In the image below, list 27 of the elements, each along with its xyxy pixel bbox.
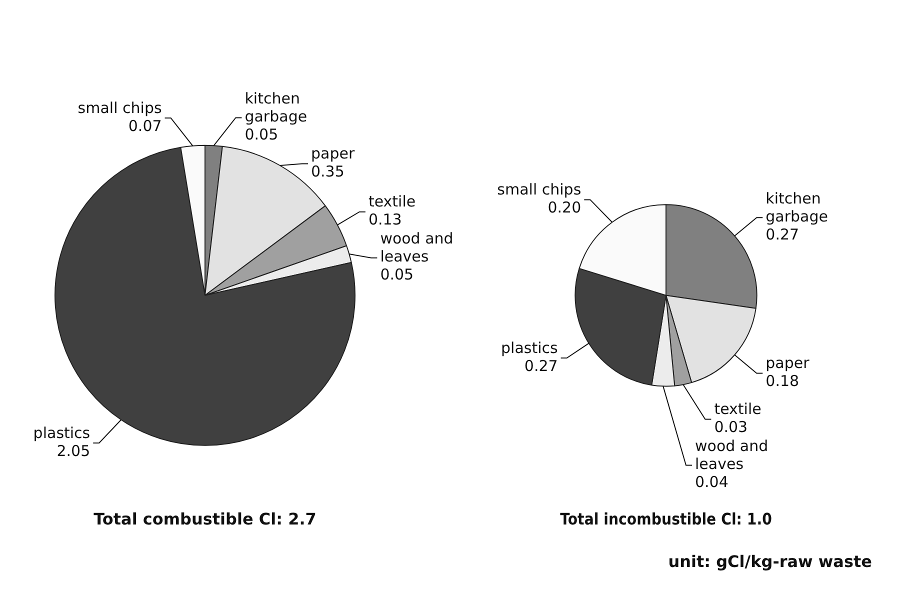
text: Total combustible Cl: 2.7 — [94, 510, 316, 529]
data-label: 0.20 — [548, 198, 582, 217]
data-label: 0.18 — [766, 372, 800, 390]
slice-label: wood and leaves — [380, 230, 454, 266]
slice-label: small chips — [78, 98, 162, 117]
data-label: 0.04 — [695, 473, 728, 492]
data-label: 0.05 — [380, 266, 414, 284]
slice-label: small chips — [497, 180, 582, 199]
text: Total incombustible Cl: 1.0 — [560, 510, 772, 529]
slice-label: plastics — [501, 338, 558, 357]
slice-label: plastics — [33, 424, 90, 442]
data-label: 0.27 — [766, 225, 800, 244]
data-label: 0.35 — [311, 162, 344, 181]
data-label: 0.27 — [524, 356, 558, 375]
text: unit: gCl/kg-raw waste — [667, 552, 873, 571]
data-label: 0.03 — [714, 418, 748, 436]
slice-label: paper — [311, 144, 356, 163]
data-label: 0.05 — [244, 126, 278, 144]
slice-label: paper — [766, 354, 810, 372]
slice-label: kitchen garbage — [244, 90, 308, 126]
slice-label: kitchen garbage — [766, 189, 828, 226]
slice-label: textile — [714, 400, 762, 418]
data-label: 0.13 — [368, 210, 402, 229]
slice-label: wood and leaves — [695, 437, 768, 474]
data-label: 2.05 — [56, 442, 90, 460]
slice-label: textile — [368, 192, 416, 211]
data-label: 0.07 — [128, 116, 162, 135]
